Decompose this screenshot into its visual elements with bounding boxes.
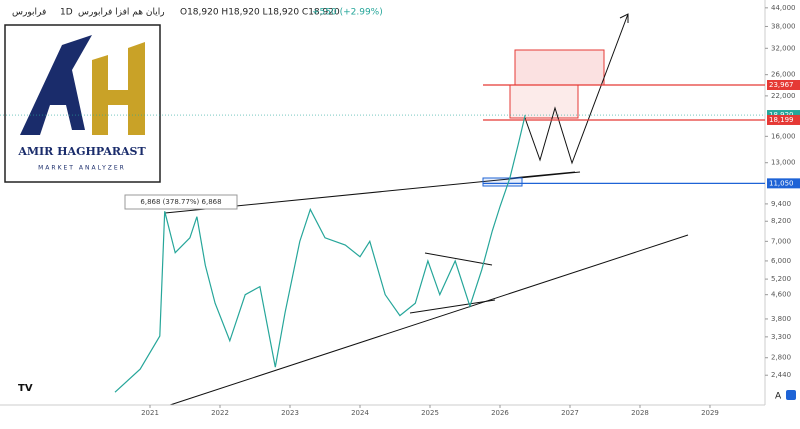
wedge-line [424,252,493,266]
x-tick-label: 2025 [421,409,439,417]
resistance-zone [509,84,579,119]
y-tick-label: 3,300 [771,333,791,341]
interval: 1D [60,8,73,18]
support-zone [482,177,523,187]
price-line [114,114,526,393]
logo-tagline: MARKET ANALYZER [38,165,126,172]
x-tick-label: 2028 [631,409,649,417]
y-tick-label: 2,440 [771,371,791,379]
y-tick-label: 2,800 [771,354,791,362]
x-tick-label: 2029 [701,409,719,417]
x-tick-label: 2023 [281,409,299,417]
y-tick-label: 7,000 [771,237,791,245]
logo-a [20,35,92,135]
level-label: 18,199 [769,116,794,124]
y-tick-label: 9,400 [771,200,791,208]
y-tick-label: 4,600 [771,291,791,299]
projection-path [524,13,629,165]
settings-button[interactable] [786,390,796,400]
x-tick-label: 2026 [491,409,509,417]
level-label: 23,967 [769,81,794,89]
level-badge [767,178,800,189]
y-tick-label: 26,000 [771,71,796,79]
change: +550 (+2.99%) [312,8,383,18]
measure-annotation: 6,868 (378.77%) 6,868 [140,198,221,206]
symbol: فرابورس [12,8,46,18]
y-tick-label: 22,000 [771,92,796,100]
x-tick-label: 2022 [211,409,229,417]
trendline [169,234,689,406]
y-tick-label: 16,000 [771,132,796,140]
level-label: 11,050 [769,179,794,187]
wedge-line [409,299,496,314]
y-tick-label: 13,000 [771,159,796,167]
y-tick-label: 32,000 [771,44,796,52]
level-badge [767,80,800,91]
annotation-box [124,194,238,210]
target-zone [514,49,605,86]
trendline [511,171,576,179]
x-tick-label: 2021 [141,409,159,417]
ohlc: O18,920 H18,920 L18,920 C18,920 [180,8,340,18]
y-tick-label: 3,800 [771,315,791,323]
y-tick-label: 5,200 [771,275,791,283]
level-badge [767,114,800,125]
logo-name: AMIR HAGHPARAST [17,145,146,158]
y-tick-label: 44,000 [771,4,796,12]
logo-h [92,42,145,135]
y-tick-label: 8,200 [771,217,791,225]
x-tick-label: 2024 [351,409,369,417]
instrument-name: رایان هم افزا فرابورس [78,8,165,18]
tv-logo: TV [18,383,33,394]
auto-scale-button[interactable]: A [775,392,782,402]
drawings [124,13,689,406]
x-tick-label: 2027 [561,409,579,417]
y-tick-label: 6,000 [771,257,791,265]
y-tick-label: 38,000 [771,22,796,30]
arrow-head [619,13,629,23]
